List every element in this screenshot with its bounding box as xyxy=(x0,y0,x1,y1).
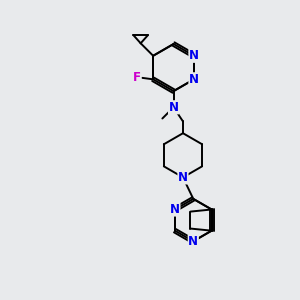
Text: N: N xyxy=(170,203,180,216)
Text: N: N xyxy=(188,235,198,248)
Text: N: N xyxy=(169,101,178,114)
Text: N: N xyxy=(189,49,199,62)
Text: N: N xyxy=(178,171,188,184)
Text: N: N xyxy=(189,73,199,86)
Text: F: F xyxy=(133,71,141,84)
